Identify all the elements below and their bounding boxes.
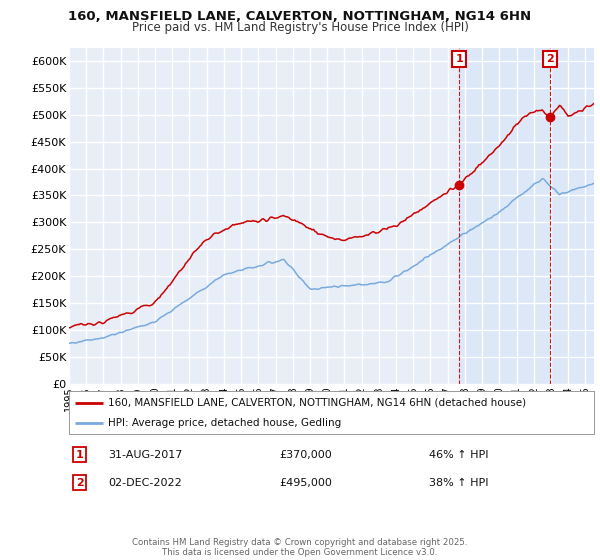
Text: 2: 2 [76, 478, 83, 488]
Text: £495,000: £495,000 [279, 478, 332, 488]
Text: 1: 1 [455, 54, 463, 64]
Text: 2: 2 [546, 54, 553, 64]
Bar [459, 48, 594, 384]
Text: 1: 1 [76, 450, 83, 460]
Text: 02-DEC-2022: 02-DEC-2022 [108, 478, 182, 488]
Text: Contains HM Land Registry data © Crown copyright and database right 2025.
This d: Contains HM Land Registry data © Crown c… [132, 538, 468, 557]
Text: 46% ↑ HPI: 46% ↑ HPI [429, 450, 488, 460]
Text: 31-AUG-2017: 31-AUG-2017 [108, 450, 182, 460]
Text: 160, MANSFIELD LANE, CALVERTON, NOTTINGHAM, NG14 6HN: 160, MANSFIELD LANE, CALVERTON, NOTTINGH… [68, 10, 532, 23]
Text: 38% ↑ HPI: 38% ↑ HPI [429, 478, 488, 488]
Text: 160, MANSFIELD LANE, CALVERTON, NOTTINGHAM, NG14 6HN (detached house): 160, MANSFIELD LANE, CALVERTON, NOTTINGH… [109, 398, 527, 408]
Text: HPI: Average price, detached house, Gedling: HPI: Average price, detached house, Gedl… [109, 418, 341, 427]
Text: £370,000: £370,000 [279, 450, 332, 460]
Text: Price paid vs. HM Land Registry's House Price Index (HPI): Price paid vs. HM Land Registry's House … [131, 21, 469, 34]
